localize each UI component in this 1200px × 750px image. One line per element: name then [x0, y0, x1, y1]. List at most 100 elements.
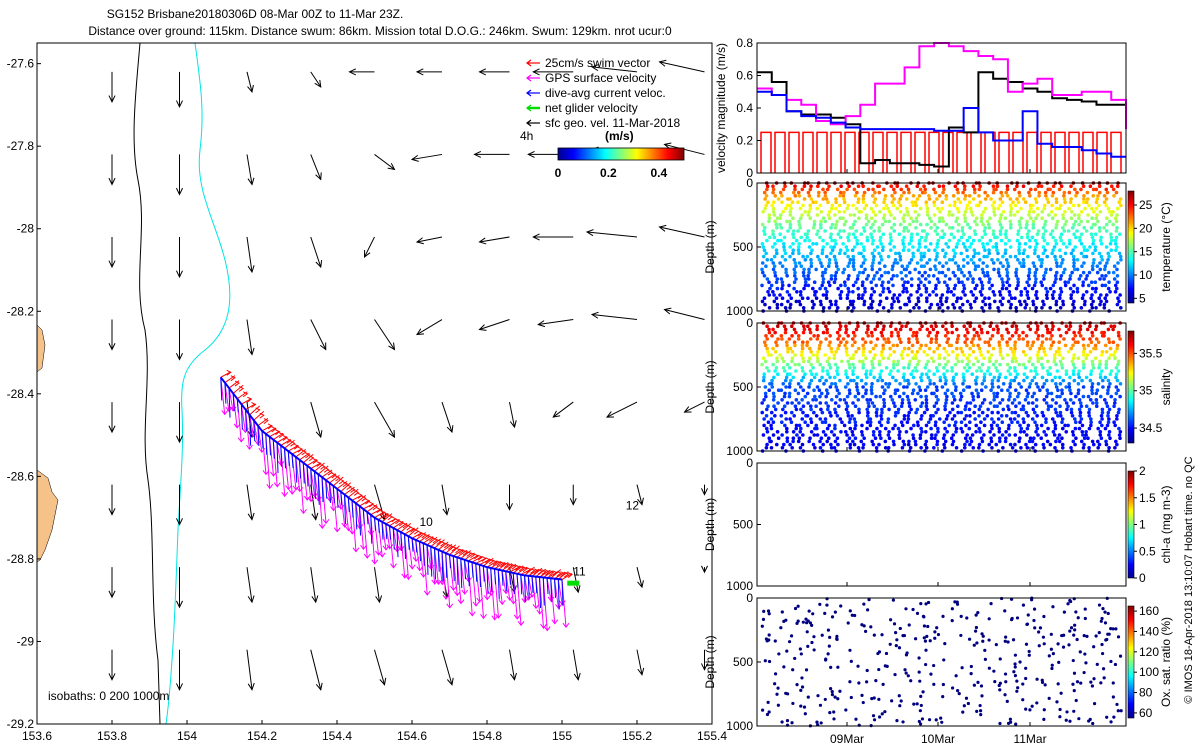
dive-vectors — [464, 552, 476, 583]
geo-velocity-arrow — [176, 71, 183, 109]
colorbar-tick-label: 1 — [1139, 518, 1146, 532]
swim-speed-trace — [774, 131, 786, 173]
velocity-y-tick-label: 0.2 — [736, 134, 753, 148]
legend-label: sfc geo. vel. 11-Mar-2018 — [545, 116, 681, 130]
legend-entry: net glider velocity — [526, 101, 638, 115]
geo-velocity-arrow — [108, 567, 116, 599]
dive-vectors — [370, 507, 382, 565]
colorbar-tick-label: 2 — [1139, 464, 1146, 478]
time-axis-ticks: 09Mar 10Mar 11Mar — [830, 169, 1047, 746]
colorbar-tick-label: 35 — [1139, 384, 1153, 398]
dive-vectors — [366, 504, 378, 536]
colorbar-tick-label: 20 — [1139, 221, 1153, 235]
geo-velocity-arrow — [108, 649, 116, 681]
geo-velocity-arrow — [176, 484, 183, 526]
colorbar-tick-label: 60 — [1139, 706, 1153, 720]
dive-vectors — [542, 570, 555, 632]
colorbar-tick-label: 0 — [555, 166, 562, 180]
colorbar-tick-label: 0.4 — [650, 166, 667, 180]
dive-vectors — [449, 545, 461, 592]
geo-velocity-arrow — [509, 401, 517, 429]
swim-speed-trace — [1040, 131, 1052, 173]
geo-velocity-arrow — [246, 71, 254, 94]
geo-velocity-arrow — [374, 401, 396, 439]
geo-velocity-arrow — [572, 649, 581, 681]
copyright-side-text: © IMOS 18-Apr-2018 13:10:07 Hobart time.… — [1183, 456, 1195, 703]
dive-vectors — [306, 458, 318, 503]
map-x-tick-label: 155 — [552, 729, 572, 743]
dive-vectors — [505, 563, 517, 601]
dive-vectors — [228, 380, 240, 418]
geo-velocity-arrow — [441, 484, 450, 516]
profile-marks — [760, 181, 1123, 313]
depth-ylabel: Depth (m) — [703, 220, 717, 273]
colorbar — [1127, 190, 1135, 304]
velocity-chart: 0 0.2 0.4 0.6 0.8 velocity magnitude (m/s) — [714, 36, 1127, 180]
geo-velocity-arrow — [374, 567, 383, 604]
geo-velocity-arrow — [701, 565, 708, 574]
map-colorbar — [557, 147, 685, 161]
figure-title-line2: Distance over ground: 115km. Distance sw… — [88, 24, 672, 38]
geo-velocity-arrow — [478, 319, 510, 331]
dive-vectors — [272, 432, 285, 488]
map-x-tick-label: 154.8 — [472, 729, 502, 743]
swim-speed-trace — [858, 131, 870, 173]
velocity-series-line — [757, 90, 1126, 158]
swim-speed-trace — [830, 131, 842, 173]
map-axes-box — [36, 42, 713, 725]
colorbar-tick-label: 160 — [1139, 604, 1159, 618]
geo-velocity-arrow — [374, 154, 396, 171]
depth-tick-label: 500 — [733, 380, 753, 394]
legend-4h-label: 4h — [520, 129, 533, 143]
colorbar-label: Ox. sat. ratio (%) — [1159, 617, 1173, 707]
map-x-tick-label: 155.2 — [622, 729, 652, 743]
swim-speed-trace — [928, 131, 940, 173]
map-x-tick-label: 154.2 — [247, 729, 277, 743]
geo-velocity-arrow — [701, 649, 708, 671]
day-label: 11 — [573, 564, 586, 578]
velocity-ylabel: velocity magnitude (m/s) — [714, 43, 728, 173]
colorbar-tick-label: 15 — [1139, 245, 1153, 259]
geo-velocity-arrow — [605, 401, 638, 418]
colorbar-label: chl-a (mg m-3) — [1159, 485, 1173, 563]
swim-speed-trace — [1082, 131, 1094, 173]
depth-tick-label: 1000 — [726, 304, 753, 318]
swim-speed-trace — [872, 131, 884, 173]
legend-label: dive-avg current veloc. — [545, 86, 666, 100]
profile-marks — [760, 596, 1123, 728]
map-y-tick-label: -28.2 — [7, 304, 35, 318]
geo-velocity-arrow — [374, 649, 387, 686]
geo-velocity-arrow — [532, 233, 574, 241]
map-colorbar-ticks: 0 0.2 0.4 — [555, 166, 668, 180]
colorbar-tick-label: 35.5 — [1139, 346, 1163, 360]
map-chart: 153.6 153.8 154 154.2 154.4 154.6 154.8 155 155.… — [7, 42, 727, 743]
map-x-tick-label: 153.6 — [22, 729, 52, 743]
isobath-200m — [133, 42, 161, 725]
swim-speed-trace — [886, 131, 898, 173]
colorbar-tick-label: 120 — [1139, 645, 1159, 659]
geo-velocity-arrow — [506, 484, 513, 511]
dive-vectors — [509, 564, 521, 605]
net-glider-velocity-marker — [567, 580, 580, 586]
dive-vectors — [232, 384, 245, 429]
map-y-tick-label: -27.8 — [7, 139, 35, 153]
time-tick-label: 09Mar — [830, 732, 864, 746]
dive-vectors — [407, 527, 420, 570]
depth-tick-label: 0 — [746, 176, 753, 190]
day-label: 10 — [420, 515, 434, 529]
colorbar-tick-label: 0.2 — [600, 166, 617, 180]
swim-speed-trace — [844, 131, 856, 173]
geo-velocity-arrow — [509, 649, 517, 681]
temperature-chart: 0 500 1000 Depth (m) 5 10 15 20 25 temperature (°… — [703, 176, 1173, 318]
geo-velocity-arrow — [658, 59, 705, 73]
geo-velocity-arrow — [478, 68, 510, 76]
geo-velocity-arrow — [441, 649, 454, 686]
geo-velocity-arrow — [108, 402, 116, 434]
dive-vectors — [531, 567, 543, 610]
geo-velocity-arrow — [310, 319, 327, 351]
geo-velocity-arrow — [585, 229, 638, 238]
chlorophyll-chart: 0 500 1000 Depth (m) 0 0.5 1 1.5 2 chl-a (mg m-3) — [703, 456, 1173, 593]
dive-vectors — [524, 566, 536, 603]
map-y-tick-label: -28.8 — [7, 552, 35, 566]
colorbar-tick-label: 80 — [1139, 686, 1153, 700]
